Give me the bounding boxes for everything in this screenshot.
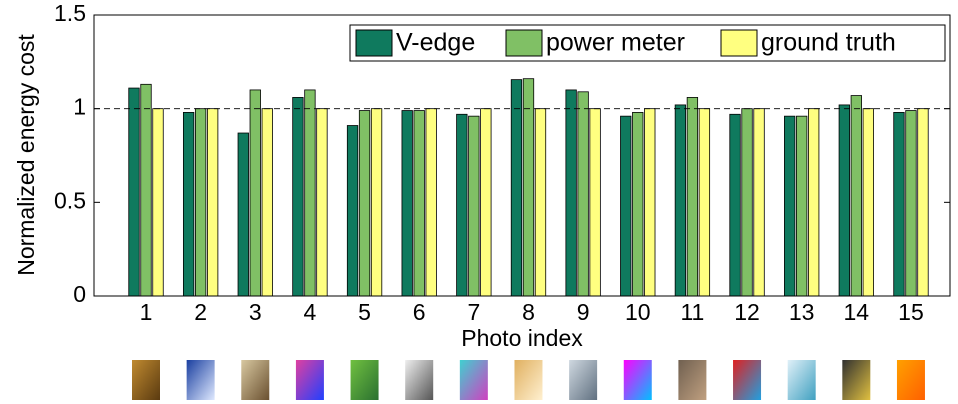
bar [698, 108, 711, 297]
bar [796, 115, 808, 297]
bar [358, 110, 371, 297]
photo-thumbnail [896, 360, 925, 400]
y-tick-label: 0.5 [54, 187, 86, 213]
y-axis-label: Normalized energy cost [13, 34, 39, 276]
bar [194, 108, 207, 297]
bar [862, 108, 874, 297]
bar [674, 104, 687, 297]
bar [140, 83, 152, 297]
bar [784, 115, 796, 297]
bar [534, 108, 547, 297]
bar [893, 112, 905, 297]
x-tick-label: 2 [194, 299, 207, 325]
photo-thumbnail [241, 360, 270, 400]
x-tick-label: 5 [358, 299, 371, 325]
bar [577, 91, 589, 297]
photo-thumbnail [459, 360, 488, 400]
legend-label: ground truth [761, 29, 896, 57]
photo-thumbnail [678, 360, 707, 400]
bar [425, 108, 437, 297]
photo-thumbnail [623, 360, 652, 400]
x-tick-label: 11 [680, 299, 704, 325]
x-tick-label: 12 [734, 299, 760, 325]
bar [729, 113, 741, 297]
x-tick-label: 13 [789, 299, 815, 325]
x-tick-label: 10 [625, 299, 651, 325]
bar [346, 125, 359, 297]
x-tick-label: 3 [249, 299, 262, 325]
bar [128, 87, 140, 297]
bar [589, 108, 601, 297]
bar [413, 110, 425, 297]
bar [456, 113, 468, 297]
bar [261, 108, 273, 297]
x-tick-label: 6 [413, 299, 426, 325]
photo-thumbnail [405, 360, 434, 400]
bar [565, 89, 577, 297]
x-tick-label: 8 [522, 299, 535, 325]
bar [480, 108, 492, 297]
bar [808, 108, 820, 297]
bar [152, 108, 164, 297]
bar [741, 108, 753, 297]
bar [838, 104, 850, 297]
bar [249, 89, 261, 297]
x-tick-label: 9 [577, 299, 590, 325]
legend-swatch [355, 29, 393, 57]
x-tick-label: 15 [898, 299, 924, 325]
bar [182, 112, 195, 297]
bar [304, 89, 316, 297]
photo-thumbnail [295, 360, 324, 400]
bar [917, 108, 929, 297]
photo-thumbnail [842, 360, 871, 400]
x-tick-label: 14 [844, 299, 870, 325]
legend-label: power meter [546, 29, 685, 57]
bar [316, 108, 328, 297]
bar [510, 79, 523, 297]
bar [401, 110, 413, 297]
photo-thumbnail [733, 360, 762, 400]
x-tick-label: 1 [140, 299, 153, 325]
bar [468, 115, 480, 297]
photo-thumbnail [186, 360, 215, 400]
legend-label: V-edge [396, 29, 475, 57]
legend-swatch [505, 29, 543, 57]
x-tick-label: 7 [467, 299, 480, 325]
bar [753, 108, 765, 297]
y-tick-label: 1 [73, 94, 86, 120]
photo-thumbnail [514, 360, 543, 400]
photo-thumbnail [350, 360, 379, 400]
bar [620, 115, 632, 297]
axes-box [93, 14, 951, 297]
bar [632, 112, 644, 297]
legend-box [349, 24, 946, 62]
bar [370, 108, 383, 297]
bar [905, 110, 917, 297]
photo-thumbnail [569, 360, 598, 400]
bar [850, 95, 862, 297]
bar [686, 97, 699, 297]
y-tick-label: 0 [73, 281, 86, 307]
y-tick-label: 1.5 [54, 0, 86, 26]
bar [292, 97, 304, 297]
bar [644, 108, 656, 297]
x-axis-label: Photo index [461, 325, 583, 351]
x-tick-label: 4 [304, 299, 317, 325]
photo-thumbnail [787, 360, 816, 400]
photo-thumbnail [132, 360, 160, 400]
bar [237, 132, 249, 297]
bar [522, 78, 535, 297]
legend-swatch [720, 29, 758, 57]
bar [206, 108, 219, 297]
